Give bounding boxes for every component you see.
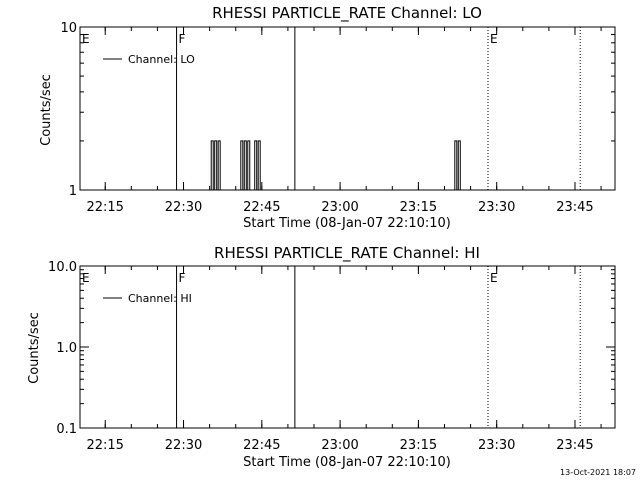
x-tick-label: 23:15: [400, 200, 437, 215]
x-tick-label: 22:30: [165, 438, 202, 453]
lo-y-axis: 1 10: [60, 21, 615, 199]
x-tick-label: 23:15: [400, 438, 437, 453]
data-spike: [254, 140, 258, 190]
y-tick-label: 10: [60, 21, 77, 36]
x-tick-label: 23:00: [321, 438, 358, 453]
x-tick-label: 23:45: [556, 200, 593, 215]
data-spike: [217, 140, 221, 190]
data-spike: [454, 140, 458, 190]
event-marker-label: E: [490, 32, 498, 46]
data-spike: [240, 140, 244, 190]
data-spike: [243, 140, 247, 190]
event-marker-label: E: [490, 271, 498, 285]
data-spike: [457, 140, 461, 190]
data-spike: [210, 140, 214, 190]
lo-legend-label: Channel: LO: [128, 53, 195, 66]
lo-plot-frame: [79, 26, 616, 191]
panel-hi: RHESSI PARTICLE_RATE Channel: HI E F E 0.1…: [27, 244, 616, 470]
hi-x-axis: 22:15 22:30 22:45 23:00 23:15 23:30 23:45: [86, 266, 602, 453]
x-tick-label: 22:15: [86, 200, 123, 215]
lo-series-group: [210, 140, 461, 190]
footer-timestamp: 13-Oct-2021 18:07: [560, 468, 636, 477]
hi-y-axis-label: Counts/sec: [27, 312, 42, 384]
event-marker-label: F: [179, 32, 186, 46]
y-tick-label: 0.1: [56, 422, 77, 437]
lo-chart-title: RHESSI PARTICLE_RATE Channel: LO: [212, 4, 482, 23]
data-spike: [214, 140, 218, 190]
x-tick-label: 23:45: [556, 438, 593, 453]
data-spike: [257, 140, 261, 190]
event-marker-label: E: [82, 32, 90, 46]
lo-y-axis-label: Counts/sec: [39, 74, 54, 146]
y-tick-label: 1.0: [56, 341, 77, 356]
lo-x-axis-label: Start Time (08-Jan-07 22:10:10): [243, 216, 451, 231]
x-tick-label: 22:15: [86, 438, 123, 453]
x-tick-label: 23:00: [321, 200, 358, 215]
y-tick-label: 1: [69, 184, 77, 199]
x-tick-label: 22:45: [243, 438, 280, 453]
hi-x-axis-label: Start Time (08-Jan-07 22:10:10): [243, 455, 451, 470]
event-marker-label: F: [179, 271, 186, 285]
hi-y-axis: 0.1 1.0 10.0: [48, 260, 615, 437]
x-tick-label: 22:45: [243, 200, 280, 215]
x-tick-label: 22:30: [165, 200, 202, 215]
x-tick-label: 23:30: [478, 438, 515, 453]
hi-legend-label: Channel: HI: [128, 292, 192, 305]
hi-chart-title: RHESSI PARTICLE_RATE Channel: HI: [214, 244, 480, 263]
lo-x-axis: 22:15 22:30 22:45 23:00 23:15 23:30 23:45: [86, 27, 602, 215]
data-spike: [247, 140, 251, 190]
x-tick-label: 23:30: [478, 200, 515, 215]
y-tick-label: 10.0: [48, 260, 77, 275]
panel-lo: RHESSI PARTICLE_RATE Channel: LO E F E 1 10…: [39, 4, 616, 231]
hi-plot-frame: [79, 265, 616, 429]
event-marker-label: E: [82, 271, 90, 285]
